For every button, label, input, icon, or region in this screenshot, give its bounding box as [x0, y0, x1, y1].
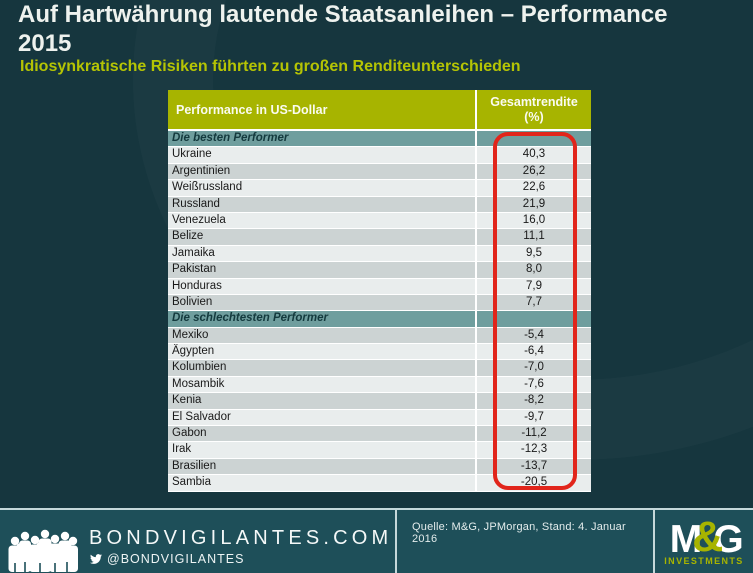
value-cell: 40,3 — [475, 147, 591, 163]
country-cell: Venezuela — [172, 213, 226, 226]
table-row: Honduras 7,9 — [168, 278, 591, 295]
section-label: Die besten Performer — [172, 132, 289, 144]
table-header-performance: Performance in US-Dollar — [176, 102, 328, 117]
bondvigilantes-wordmark: BONDVIGILANTES.COM @BONDVIGILANTES — [89, 527, 392, 566]
value-cell: 7,7 — [475, 294, 591, 311]
performance-table: Performance in US-Dollar Gesamtrendite (… — [168, 90, 591, 492]
footer-bar: BONDVIGILANTES.COM @BONDVIGILANTES Quell… — [0, 510, 753, 573]
table-row: Pakistan 8,0 — [168, 262, 591, 279]
title-line-2: 2015 — [18, 29, 72, 57]
value-cell: 16,0 — [475, 212, 591, 229]
country-cell: Sambia — [172, 476, 211, 489]
twitter-handle-link[interactable]: @BONDVIGILANTES — [89, 552, 392, 566]
table-row: Jamaika 9,5 — [168, 245, 591, 263]
table-row: Venezuela 16,0 — [168, 212, 591, 230]
section-empty-cell — [475, 311, 591, 327]
table-row: Belize 11,1 — [168, 229, 591, 246]
value-cell: 9,5 — [475, 245, 591, 262]
country-cell: Gabon — [172, 427, 207, 440]
footer-source-cell: Quelle: M&G, JPMorgan, Stand: 4. Januar … — [397, 510, 655, 573]
section-empty-cell — [475, 131, 591, 147]
table-row: Ägypten -6,4 — [168, 344, 591, 361]
mg-logo: M & G INVESTMENTS — [664, 513, 744, 566]
table-row: Weißrussland 22,6 — [168, 180, 591, 197]
value-cell: 21,9 — [475, 196, 591, 212]
table-row: Argentinien 26,2 — [168, 163, 591, 181]
country-cell: Mosambik — [172, 377, 225, 390]
value-cell: -6,4 — [475, 344, 591, 360]
country-cell: Jamaika — [172, 246, 215, 259]
twitter-handle-text: @BONDVIGILANTES — [107, 552, 245, 566]
value-cell: -8,2 — [475, 393, 591, 409]
table-section-row: Die schlechtesten Performer — [168, 311, 591, 328]
mg-logo-m: M — [669, 518, 703, 562]
table-body: Die besten Performer Ukraine 40,3 Argentini… — [168, 131, 591, 492]
footer-brand-cell: BONDVIGILANTES.COM @BONDVIGILANTES — [0, 510, 397, 573]
country-cell: Irak — [172, 443, 192, 456]
table-row: Kenia -8,2 — [168, 393, 591, 410]
country-cell: Brasilien — [172, 459, 217, 472]
value-cell: -7,6 — [475, 376, 591, 393]
country-cell: Kenia — [172, 394, 202, 407]
value-cell: 11,1 — [475, 229, 591, 245]
table-row: Irak -12,3 — [168, 442, 591, 459]
footer-logo-cell: M & G INVESTMENTS — [655, 510, 753, 573]
country-cell: Ukraine — [172, 148, 212, 161]
table-row: Bolivien 7,7 — [168, 294, 591, 312]
mg-logo-g: G — [713, 518, 744, 562]
value-cell: -7,0 — [475, 360, 591, 376]
section-label: Die schlechtesten Performer — [172, 312, 328, 325]
title-line-1: Auf Hartwährung lautende Staatsanleihen … — [18, 1, 668, 28]
table-row: Gabon -11,2 — [168, 426, 591, 443]
value-cell: -12,3 — [475, 442, 591, 458]
country-cell: Pakistan — [172, 263, 217, 276]
people-silhouettes-icon — [8, 529, 78, 572]
country-cell: Weißrussland — [172, 181, 243, 194]
table-row: El Salvador -9,7 — [168, 409, 591, 427]
table-row: Russland 21,9 — [168, 196, 591, 213]
table-header-row: Performance in US-Dollar Gesamtrendite (… — [168, 90, 591, 131]
value-cell: -11,2 — [475, 426, 591, 442]
country-cell: Honduras — [172, 279, 222, 292]
table-row: Brasilien -13,7 — [168, 458, 591, 476]
value-cell: -9,7 — [475, 409, 591, 426]
table-row: Ukraine 40,3 — [168, 147, 591, 164]
page-subtitle: Idiosynkratische Risiken führten zu groß… — [20, 58, 521, 75]
source-text: Quelle: M&G, JPMorgan, Stand: 4. Januar … — [412, 521, 626, 545]
mg-logo-letters: M & G — [669, 513, 744, 562]
value-cell: 7,9 — [475, 278, 591, 294]
value-cell: -20,5 — [475, 475, 591, 491]
country-cell: Argentinien — [172, 164, 231, 177]
table-row: Sambia -20,5 — [168, 475, 591, 492]
mg-logo-ampersand: & — [692, 513, 724, 562]
value-cell: -5,4 — [475, 327, 591, 344]
table-row: Kolumbien -7,0 — [168, 360, 591, 377]
value-cell: 26,2 — [475, 163, 591, 180]
country-cell: Kolumbien — [172, 361, 227, 374]
value-cell: 8,0 — [475, 262, 591, 278]
country-cell: Ägypten — [172, 345, 215, 358]
country-cell: Russland — [172, 197, 220, 210]
page-title: Auf Hartwährung lautende Staatsanleihen … — [18, 1, 748, 59]
country-cell: Belize — [172, 230, 204, 243]
mg-investments-label: INVESTMENTS — [664, 555, 744, 566]
table-section-row: Die besten Performer — [168, 131, 591, 148]
value-cell: -13,7 — [475, 458, 591, 475]
table-row: Mexiko -5,4 — [168, 327, 591, 345]
footer-divider-line — [0, 508, 753, 510]
country-cell: El Salvador — [172, 410, 231, 423]
bondvigilantes-site-link[interactable]: BONDVIGILANTES.COM — [89, 527, 393, 549]
twitter-icon — [90, 554, 103, 564]
country-cell: Bolivien — [172, 295, 213, 308]
country-cell: Mexiko — [172, 328, 209, 341]
table-row: Mosambik -7,6 — [168, 376, 591, 394]
table-header-gesamtrendite: Gesamtrendite (%) — [475, 90, 591, 129]
value-cell: 22,6 — [475, 180, 591, 196]
